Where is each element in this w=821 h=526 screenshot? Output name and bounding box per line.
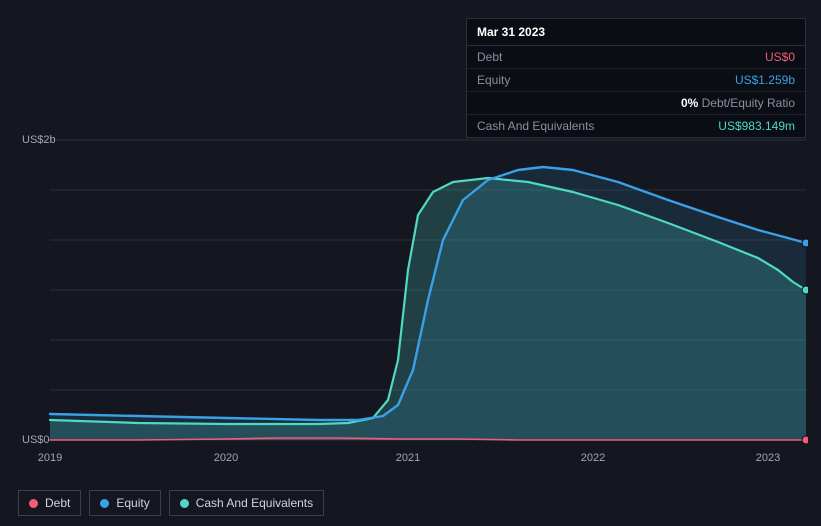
tooltip-value: US$0 xyxy=(765,50,795,64)
x-axis-label: 2019 xyxy=(38,452,62,464)
x-axis-label: 2020 xyxy=(214,452,238,464)
legend: Debt Equity Cash And Equivalents xyxy=(18,490,324,516)
legend-item-cash-and-equivalents[interactable]: Cash And Equivalents xyxy=(169,490,324,516)
chart-svg xyxy=(18,120,808,460)
tooltip-date: Mar 31 2023 xyxy=(467,19,805,46)
legend-dot xyxy=(100,499,109,508)
legend-label: Equity xyxy=(116,496,149,510)
tooltip-label: Equity xyxy=(477,73,735,87)
tooltip-label: Debt xyxy=(477,50,765,64)
legend-dot xyxy=(180,499,189,508)
x-axis-label: 2021 xyxy=(396,452,420,464)
x-axis-label: 2023 xyxy=(756,452,780,464)
x-axis-label: 2022 xyxy=(581,452,605,464)
tooltip-value: US$1.259b xyxy=(735,73,795,87)
y-axis-label: US$2b xyxy=(22,134,56,146)
tooltip-label xyxy=(477,96,681,110)
legend-label: Debt xyxy=(45,496,70,510)
tooltip-row: 0% Debt/Equity Ratio xyxy=(467,92,805,115)
tooltip-row: DebtUS$0 xyxy=(467,46,805,69)
tooltip-row: EquityUS$1.259b xyxy=(467,69,805,92)
series-marker xyxy=(802,286,808,294)
legend-label: Cash And Equivalents xyxy=(196,496,313,510)
series-marker xyxy=(802,436,808,444)
legend-item-debt[interactable]: Debt xyxy=(18,490,81,516)
tooltip-ratio: 0% Debt/Equity Ratio xyxy=(681,96,795,110)
legend-item-equity[interactable]: Equity xyxy=(89,490,160,516)
chart-area: US$2bUS$0 20192020202120222023 xyxy=(18,120,808,460)
legend-dot xyxy=(29,499,38,508)
series-marker xyxy=(802,239,808,247)
y-axis-label: US$0 xyxy=(22,434,50,446)
